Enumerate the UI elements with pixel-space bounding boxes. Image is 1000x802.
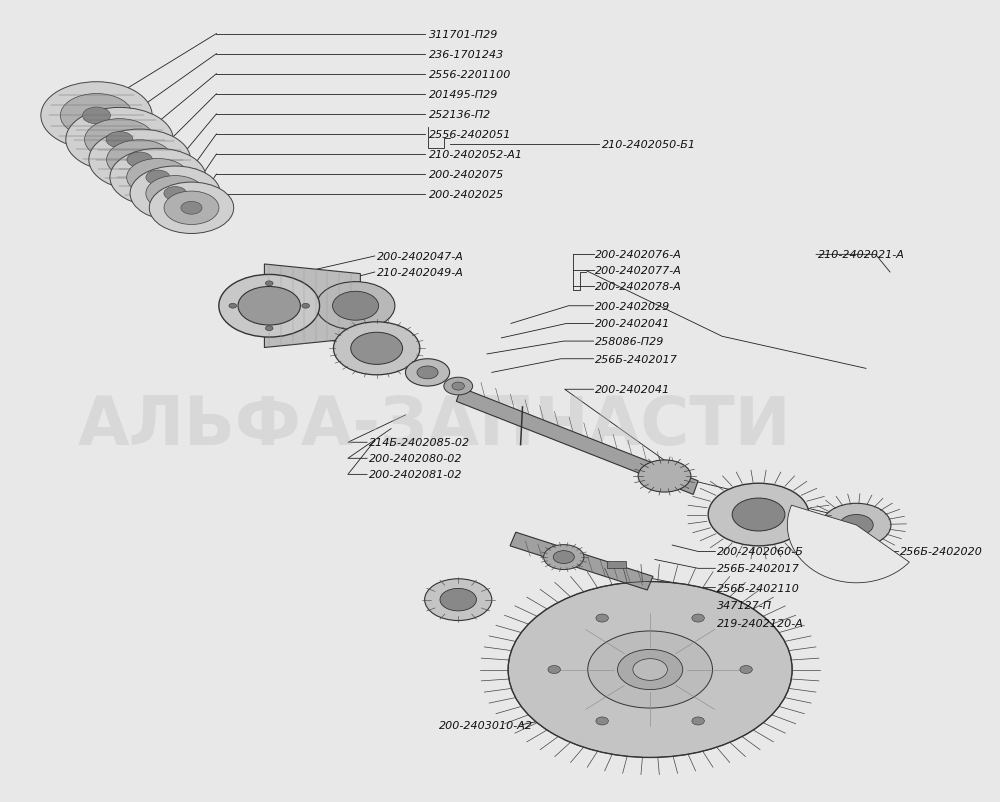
Ellipse shape (107, 140, 173, 180)
Text: 200-2402081-02: 200-2402081-02 (369, 470, 462, 480)
Ellipse shape (588, 631, 712, 708)
Text: 2556-2402051: 2556-2402051 (429, 130, 512, 140)
Ellipse shape (127, 152, 152, 168)
Ellipse shape (708, 484, 809, 546)
Ellipse shape (229, 304, 237, 309)
Ellipse shape (822, 504, 891, 547)
Ellipse shape (219, 275, 320, 338)
Ellipse shape (452, 383, 464, 391)
Ellipse shape (146, 176, 204, 212)
Ellipse shape (548, 666, 560, 674)
Text: 200-2402029: 200-2402029 (595, 302, 671, 311)
Ellipse shape (146, 171, 170, 185)
Text: 256Б-2402017: 256Б-2402017 (595, 354, 678, 364)
Ellipse shape (740, 666, 752, 674)
Bar (607, 561, 626, 569)
Text: 236-1701243: 236-1701243 (429, 50, 505, 59)
Text: 210-2402050-Б1: 210-2402050-Б1 (602, 140, 696, 150)
Ellipse shape (85, 119, 154, 161)
Text: 258086-П29: 258086-П29 (595, 337, 665, 346)
Ellipse shape (638, 460, 691, 492)
Text: 200-2402060-Б: 200-2402060-Б (717, 547, 804, 557)
Ellipse shape (596, 614, 608, 622)
Text: 210-2402021-А: 210-2402021-А (818, 250, 905, 260)
Ellipse shape (130, 167, 220, 221)
Ellipse shape (596, 717, 608, 725)
Ellipse shape (692, 614, 704, 622)
Text: 200-2402078-А: 200-2402078-А (595, 282, 682, 292)
Text: 200-2402025: 200-2402025 (429, 190, 505, 200)
Ellipse shape (840, 515, 873, 536)
Ellipse shape (508, 582, 792, 757)
Ellipse shape (181, 202, 202, 215)
Ellipse shape (405, 359, 450, 387)
Ellipse shape (127, 160, 189, 196)
Ellipse shape (444, 378, 473, 395)
Text: 200-2402077-А: 200-2402077-А (595, 266, 682, 276)
Ellipse shape (60, 95, 133, 138)
Text: 347127-П: 347127-П (717, 601, 772, 610)
Ellipse shape (149, 183, 234, 234)
Text: 201495-П29: 201495-П29 (429, 90, 499, 99)
Text: 256Б-2402020: 256Б-2402020 (900, 547, 982, 557)
Text: 2556-2201100: 2556-2201100 (429, 70, 512, 79)
Ellipse shape (164, 188, 186, 201)
Text: 200-2403010-А2: 200-2403010-А2 (439, 720, 533, 730)
Ellipse shape (106, 132, 133, 148)
Ellipse shape (425, 579, 492, 621)
Ellipse shape (302, 304, 310, 309)
Ellipse shape (41, 83, 152, 150)
Ellipse shape (83, 107, 110, 124)
Ellipse shape (544, 545, 584, 569)
Text: 256Б-2402110: 256Б-2402110 (717, 583, 800, 593)
Text: 200-2402041: 200-2402041 (595, 385, 671, 395)
Ellipse shape (110, 149, 206, 207)
Ellipse shape (417, 367, 438, 379)
Ellipse shape (164, 192, 219, 225)
Text: 311701-П29: 311701-П29 (429, 30, 499, 39)
Ellipse shape (66, 108, 173, 172)
Text: 214Б-2402085-02: 214Б-2402085-02 (369, 438, 470, 448)
Polygon shape (456, 388, 698, 495)
Text: 200-2402047-А: 200-2402047-А (377, 252, 464, 261)
Text: 219-2402120-А: 219-2402120-А (717, 618, 804, 628)
Text: АЛЬФА-ЗАПЧАСТИ: АЛЬФА-ЗАПЧАСТИ (77, 392, 791, 458)
Text: 210-2402049-А: 210-2402049-А (377, 268, 464, 277)
Ellipse shape (633, 659, 667, 680)
Ellipse shape (351, 333, 403, 365)
Ellipse shape (89, 130, 191, 191)
Ellipse shape (553, 551, 574, 564)
Text: 200-2402075: 200-2402075 (429, 170, 505, 180)
Ellipse shape (333, 292, 379, 321)
Ellipse shape (732, 498, 785, 532)
Ellipse shape (333, 322, 420, 375)
Text: 252136-П2: 252136-П2 (429, 110, 492, 119)
Ellipse shape (618, 650, 683, 690)
Ellipse shape (238, 287, 300, 326)
Text: 256Б-2402017: 256Б-2402017 (717, 564, 800, 573)
Ellipse shape (316, 282, 395, 330)
Text: 200-2402076-А: 200-2402076-А (595, 250, 682, 260)
Ellipse shape (265, 326, 273, 331)
Polygon shape (264, 265, 360, 348)
Text: 210-2402052-А1: 210-2402052-А1 (429, 150, 523, 160)
Ellipse shape (440, 589, 476, 611)
Text: 200-2402041: 200-2402041 (595, 319, 671, 329)
Wedge shape (787, 505, 909, 583)
Ellipse shape (265, 282, 273, 286)
Text: 200-2402080-02: 200-2402080-02 (369, 454, 462, 464)
Polygon shape (510, 533, 653, 590)
Ellipse shape (692, 717, 704, 725)
